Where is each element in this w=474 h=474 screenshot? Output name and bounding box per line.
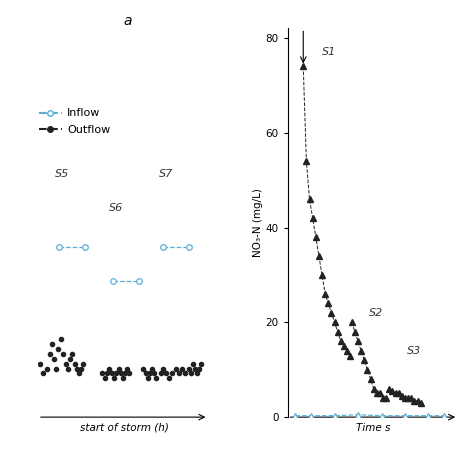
X-axis label: start of storm (h): start of storm (h) [80,423,168,433]
Text: a: a [124,14,132,28]
Text: S3: S3 [407,346,421,356]
Y-axis label: NO₃-N (mg/L): NO₃-N (mg/L) [253,188,263,257]
Legend: Inflow, Outflow: Inflow, Outflow [35,104,115,139]
Text: S2: S2 [369,308,383,318]
Text: S1: S1 [322,47,336,57]
X-axis label: Time s: Time s [356,423,391,433]
Text: S7: S7 [158,169,173,179]
Text: S6: S6 [109,203,123,213]
Text: S5: S5 [55,169,69,179]
